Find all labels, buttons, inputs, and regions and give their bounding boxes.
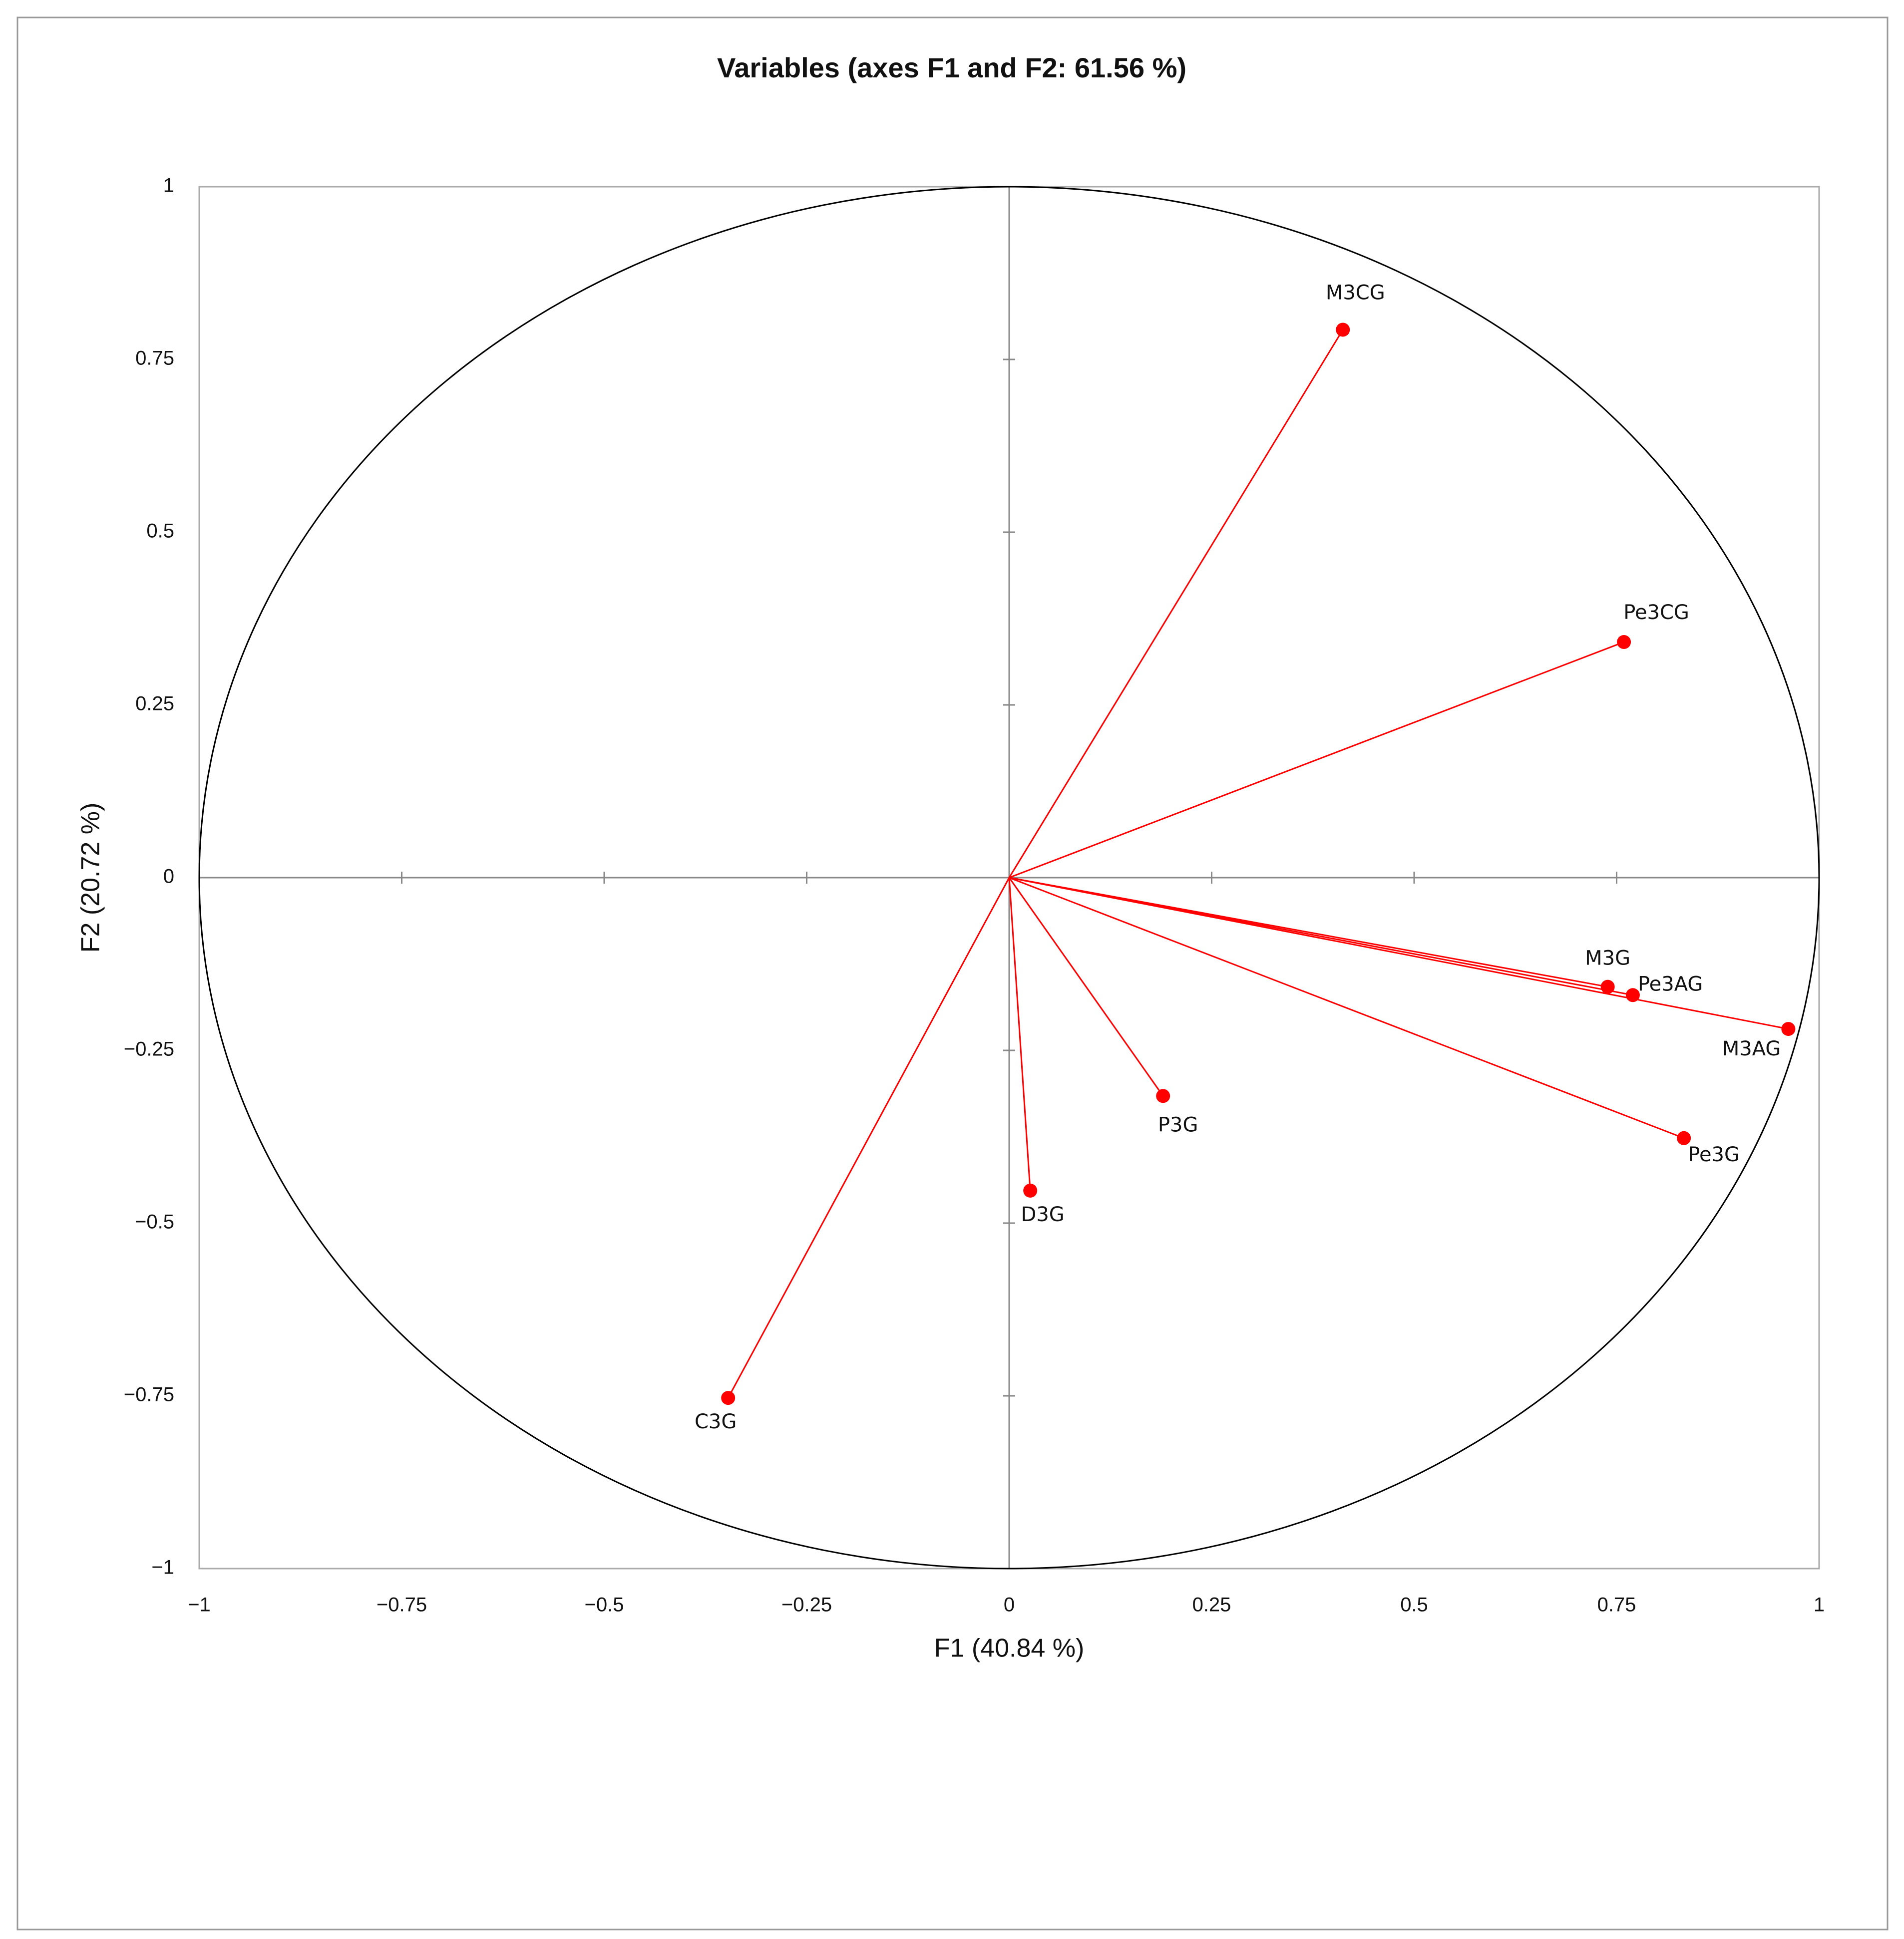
y-tick-label: 1: [163, 175, 174, 197]
point-label: Pe3CG: [1623, 601, 1689, 624]
point-label: Pe3G: [1688, 1143, 1740, 1166]
point-label: M3G: [1585, 947, 1630, 970]
point-label: C3G: [695, 1410, 737, 1433]
x-tick-label: −0.75: [377, 1594, 427, 1616]
y-tick-label: −1: [151, 1557, 174, 1579]
x-tick-label: 1: [1814, 1594, 1825, 1616]
point: [1617, 635, 1631, 649]
point: [1023, 1183, 1038, 1198]
y-axis-title: F2 (20.72 %): [76, 803, 105, 953]
point: [1781, 1022, 1796, 1036]
point: [1156, 1089, 1170, 1103]
x-tick-label: 0.5: [1400, 1594, 1428, 1616]
x-axis-title: F1 (40.84 %): [934, 1634, 1085, 1663]
correlation-circle: [198, 186, 1820, 1570]
y-tick-label: 0.5: [146, 520, 174, 542]
point: [1677, 1131, 1691, 1145]
point: [721, 1391, 736, 1405]
x-tick-label: 0.75: [1597, 1594, 1636, 1616]
y-tick-label: 0.75: [135, 347, 174, 369]
x-tick-label: −1: [188, 1594, 211, 1616]
y-tick-label: −0.75: [124, 1384, 174, 1406]
vector: [727, 877, 1010, 1398]
vector: [1008, 877, 1164, 1097]
vector: [1009, 877, 1789, 1030]
chart-title: Variables (axes F1 and F2: 61.56 %): [717, 52, 1186, 83]
vector: [1009, 641, 1624, 879]
x-tick-label: −0.5: [585, 1594, 624, 1616]
x-tick-label: 0: [1004, 1594, 1015, 1616]
point: [1336, 323, 1350, 337]
chart-frame: [16, 16, 1889, 1931]
point-label: Pe3AG: [1638, 972, 1703, 995]
vector: [1008, 329, 1344, 878]
vector: [1008, 877, 1031, 1191]
point-label: P3G: [1158, 1113, 1198, 1136]
vector: [1009, 877, 1684, 1139]
y-tick-label: −0.5: [135, 1211, 174, 1233]
point-label: D3G: [1021, 1203, 1065, 1226]
x-tick-label: −0.25: [781, 1594, 832, 1616]
point-label: M3AG: [1722, 1037, 1781, 1060]
y-tick-label: 0: [163, 866, 174, 888]
y-tick-label: −0.25: [124, 1038, 174, 1060]
x-tick-label: 0.25: [1192, 1594, 1231, 1616]
point-label: M3CG: [1326, 281, 1385, 304]
y-tick-label: 0.25: [135, 693, 174, 715]
